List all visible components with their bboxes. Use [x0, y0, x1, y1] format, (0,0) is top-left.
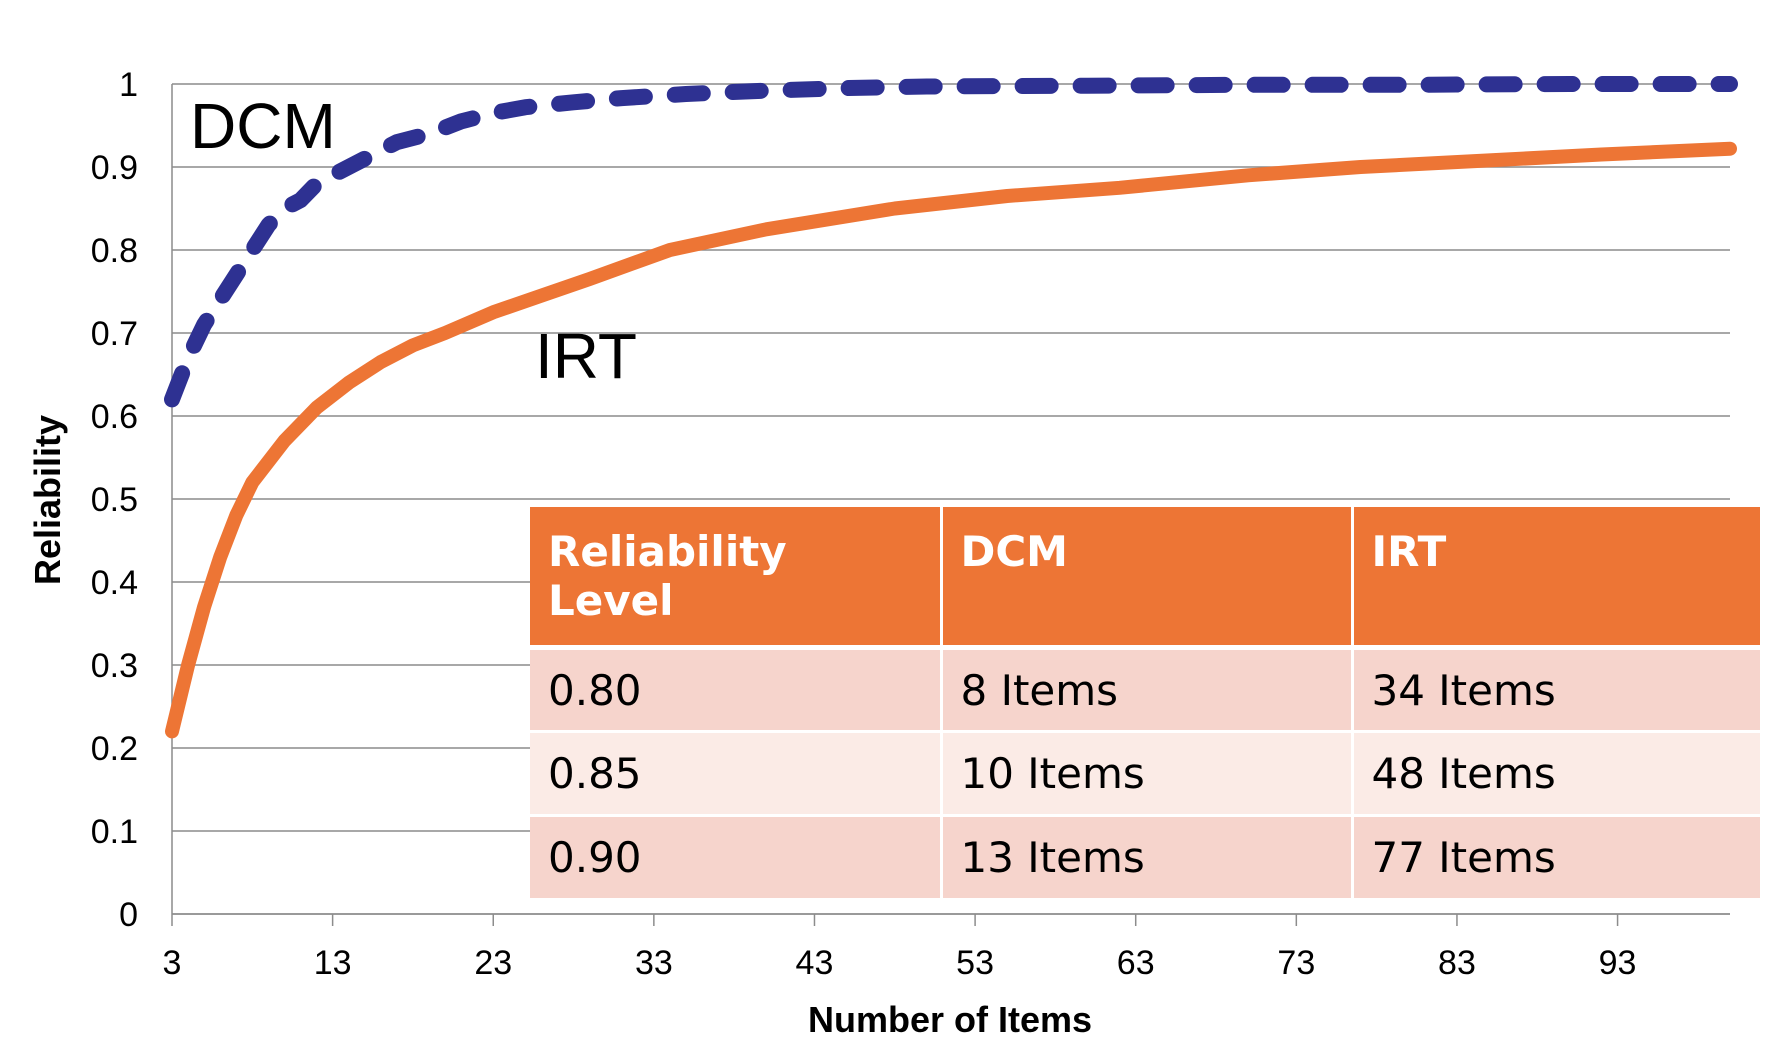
cell-irt-items: 77 Items	[1352, 815, 1760, 901]
cell-irt-items: 34 Items	[1352, 647, 1760, 733]
y-tick-label: 0.2	[91, 730, 138, 768]
y-tick-label: 0.9	[91, 149, 138, 187]
y-tick-label: 0.5	[91, 481, 138, 519]
y-tick-labels: 0 0.1 0.2 0.3 0.4 0.5 0.6 0.7 0.8 0.9 1	[91, 66, 138, 934]
irt-series-label: IRT	[535, 320, 637, 392]
cell-reliability-level: 0.80	[530, 647, 943, 733]
cell-irt-items: 48 Items	[1352, 731, 1760, 817]
y-tick-label: 0.4	[91, 564, 138, 602]
cell-dcm-items: 8 Items	[941, 647, 1354, 733]
table-row: 0.80 8 Items 34 Items	[530, 647, 1760, 733]
x-tick-label: 33	[635, 944, 673, 982]
x-tick-labels: 3 13 23 33 43 53 63 73 83 93	[163, 914, 1637, 982]
y-tick-label: 0.8	[91, 232, 138, 270]
table-row: 0.90 13 Items 77 Items	[530, 815, 1760, 901]
header-reliability-level: Reliability Level	[530, 507, 943, 650]
table-header-row: Reliability Level DCM IRT	[530, 507, 1760, 650]
x-tick-label: 93	[1599, 944, 1637, 982]
series-lines	[164, 76, 1738, 739]
x-tick-label: 23	[474, 944, 512, 982]
items-required-table: Reliability Level DCM IRT 0.80 8 Items 3…	[530, 507, 1760, 901]
y-tick-label: 0.7	[91, 315, 138, 353]
table-row: 0.85 10 Items 48 Items	[530, 731, 1760, 817]
x-tick-label: 73	[1277, 944, 1315, 982]
header-dcm: DCM	[941, 507, 1354, 650]
y-axis-title: Reliability	[27, 415, 68, 585]
x-tick-label: 83	[1438, 944, 1476, 982]
x-tick-label: 43	[796, 944, 834, 982]
y-tick-label: 0	[119, 896, 138, 934]
x-tick-label: 13	[314, 944, 352, 982]
y-tick-label: 0.1	[91, 813, 138, 851]
series-line-dcm	[164, 76, 1738, 408]
cell-reliability-level: 0.90	[530, 815, 943, 901]
x-tick-label: 63	[1117, 944, 1155, 982]
x-axis-title: Number of Items	[808, 999, 1092, 1040]
cell-reliability-level: 0.85	[530, 731, 943, 817]
cell-dcm-items: 13 Items	[941, 815, 1354, 901]
y-tick-label: 1	[119, 66, 138, 104]
y-tick-label: 0.6	[91, 398, 138, 436]
header-irt: IRT	[1352, 507, 1760, 650]
y-tick-label: 0.3	[91, 647, 138, 685]
cell-dcm-items: 10 Items	[941, 731, 1354, 817]
x-tick-label: 53	[956, 944, 994, 982]
dcm-series-label: DCM	[190, 90, 336, 162]
x-tick-label: 3	[163, 944, 182, 982]
series-line-irt	[165, 141, 1737, 739]
